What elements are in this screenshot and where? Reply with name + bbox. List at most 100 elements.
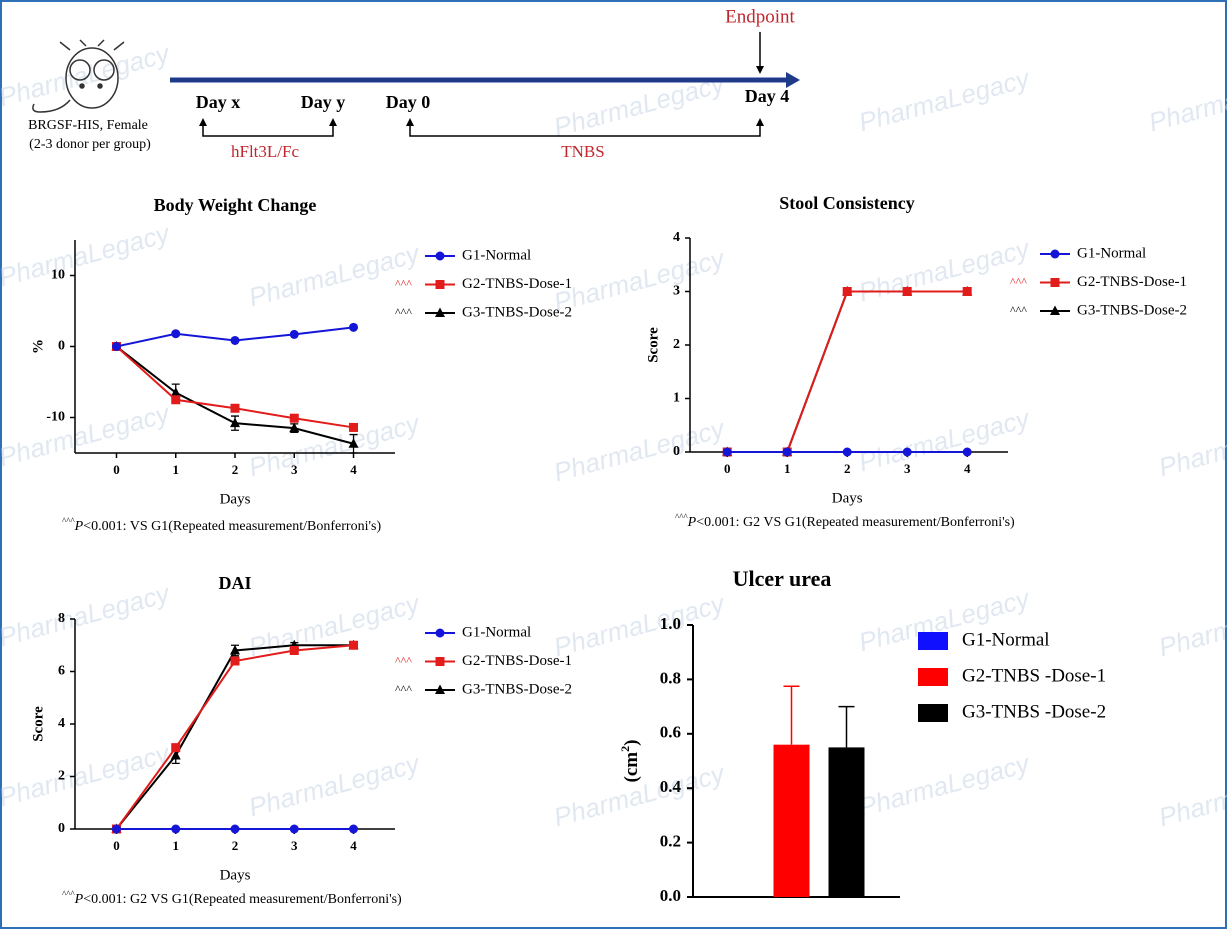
marker: [170, 750, 181, 760]
footnote-mark: ^^^: [62, 516, 75, 526]
legend-label: G3-TNBS-Dose-2: [1077, 302, 1187, 318]
x-axis-label: Days: [832, 490, 863, 506]
watermark: PharmaLegacy: [0, 398, 174, 473]
marker: [230, 403, 240, 413]
watermark: PharmaLegacy: [1156, 588, 1227, 663]
legend-label: G3-TNBS -Dose-2: [962, 701, 1106, 722]
watermark: PharmaLegacy: [856, 63, 1035, 138]
marker: [435, 307, 445, 317]
chart-title: Ulcer urea: [733, 566, 832, 591]
watermark: PharmaLegacy: [246, 408, 425, 483]
x-axis-label: Days: [220, 867, 251, 883]
x-tick-label: 0: [113, 838, 120, 853]
watermark: PharmaLegacy: [551, 243, 730, 318]
marker: [349, 824, 359, 834]
y-tick-label: 3: [673, 284, 680, 299]
legend-label: G3-TNBS-Dose-2: [462, 681, 572, 697]
marker: [289, 329, 299, 339]
y-tick-label: 1.0: [660, 614, 681, 633]
y-tick-label: -10: [46, 410, 65, 425]
watermark: PharmaLegacy: [246, 238, 425, 313]
footnote-text: <0.001: G2 VS G1(Repeated measurement/Bo…: [83, 892, 402, 907]
x-tick-label: 3: [291, 462, 298, 477]
marker: [230, 645, 240, 655]
marker: [171, 329, 181, 339]
marker: [1050, 249, 1060, 259]
legend-label: G1-Normal: [962, 629, 1050, 650]
significance-mark: ^^^: [395, 276, 412, 290]
marker: [289, 422, 300, 433]
marker: [171, 395, 181, 405]
x-tick-label: 1: [784, 461, 791, 476]
marker: [435, 628, 445, 638]
marker: [170, 387, 181, 397]
treatment-label: hFlt3L/Fc: [231, 142, 299, 161]
treatment-label: TNBS: [561, 142, 604, 161]
marker: [842, 447, 852, 457]
footnote-mark: ^^^: [62, 889, 75, 899]
footnote-p: P: [687, 515, 697, 530]
marker: [289, 824, 299, 834]
y-label-part: ): [621, 740, 642, 746]
model-label: BRGSF-HIS, Female: [28, 118, 148, 133]
footnote-p: P: [74, 892, 84, 907]
watermark: PharmaLegacy: [856, 403, 1035, 478]
y-tick-label: 1: [673, 391, 680, 406]
legend-label: G2-TNBS-Dose-1: [1077, 274, 1187, 290]
x-tick-label: 1: [172, 838, 179, 853]
marker: [289, 646, 299, 655]
y-tick-label: 0: [58, 821, 65, 836]
chart-title: DAI: [218, 573, 251, 593]
marker: [289, 413, 299, 423]
footnote: ^^^P<0.001: VS G1(Repeated measurement/B…: [62, 516, 381, 534]
x-axis-label: Days: [220, 491, 251, 507]
significance-mark: ^^^: [1010, 303, 1027, 317]
endpoint-arrowhead: [756, 66, 764, 74]
y-tick-label: 0.0: [660, 886, 681, 905]
y-tick-label: 4: [673, 230, 680, 245]
y-tick-label: 0.4: [660, 777, 682, 796]
watermark: PharmaLegacy: [1156, 758, 1227, 833]
marker: [349, 422, 359, 432]
legend-label: G2-TNBS -Dose-1: [962, 665, 1106, 686]
marker: [111, 824, 121, 834]
marker: [722, 447, 732, 457]
watermark: PharmaLegacy: [0, 738, 174, 813]
marker: [782, 447, 792, 457]
y-axis-label: Score: [30, 706, 46, 742]
watermark: PharmaLegacy: [1156, 408, 1227, 483]
marker: [902, 447, 912, 457]
watermark: PharmaLegacy: [551, 588, 730, 663]
marker: [111, 342, 121, 351]
legend-swatch: [918, 704, 948, 722]
footnote: ^^^P<0.001: G2 VS G1(Repeated measuremen…: [62, 889, 402, 907]
error-bar: [838, 705, 855, 748]
marker: [962, 447, 972, 457]
x-tick-label: 2: [232, 462, 239, 477]
marker: [349, 322, 359, 332]
watermark: PharmaLegacy: [246, 588, 425, 663]
significance-mark: ^^^: [395, 682, 412, 696]
marker: [435, 280, 445, 289]
x-tick-label: 4: [350, 462, 357, 477]
marker: [171, 824, 181, 834]
y-axis-label: Score: [645, 327, 661, 363]
y-axis-label: %: [30, 339, 46, 354]
footnote-text: <0.001: G2 VS G1(Repeated measurement/Bo…: [696, 515, 1015, 530]
mouse-icon: [32, 39, 125, 113]
watermark: PharmaLegacy: [856, 233, 1035, 308]
y-tick-label: 0.2: [660, 832, 681, 851]
day-label: Day 4: [745, 86, 790, 106]
marker: [842, 287, 852, 296]
x-tick-label: 4: [964, 461, 971, 476]
x-tick-label: 0: [113, 462, 120, 477]
significance-mark: ^^^: [1010, 274, 1027, 288]
endpoint-label: Endpoint: [725, 6, 795, 27]
marker: [348, 438, 359, 448]
y-tick-label: 0.8: [660, 668, 681, 687]
x-tick-label: 1: [172, 462, 179, 477]
marker: [1050, 305, 1060, 315]
marker: [435, 657, 445, 666]
y-tick-label: 4: [58, 716, 65, 731]
